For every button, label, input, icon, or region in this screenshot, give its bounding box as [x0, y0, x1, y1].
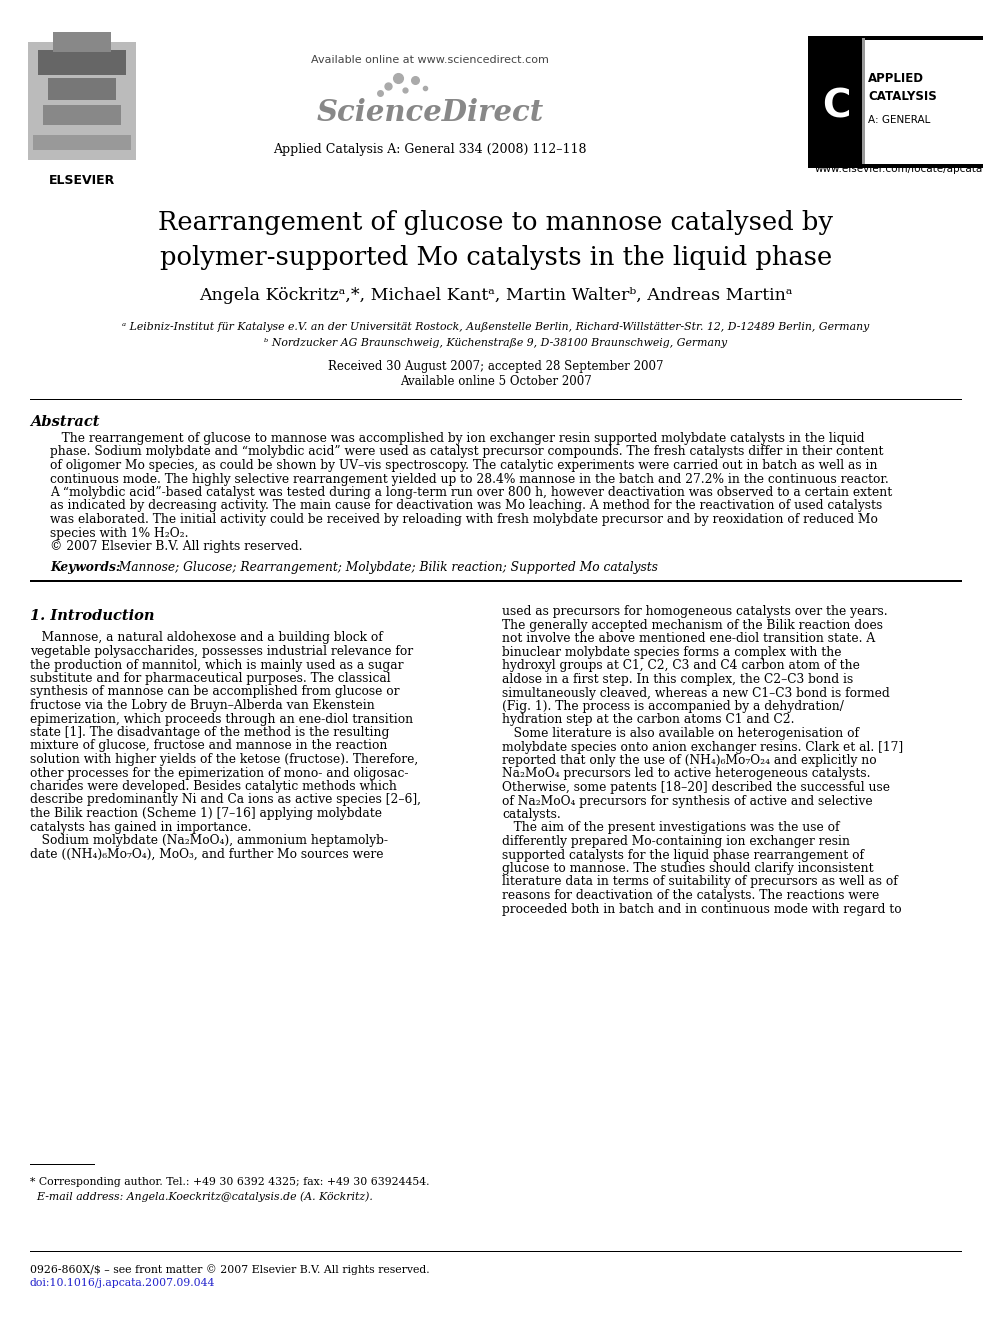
Text: ELSEVIER: ELSEVIER	[49, 175, 115, 187]
Text: ScienceDirect: ScienceDirect	[316, 98, 544, 127]
Text: catalysts.: catalysts.	[502, 808, 560, 822]
Text: differently prepared Mo-containing ion exchanger resin: differently prepared Mo-containing ion e…	[502, 835, 850, 848]
Text: Available online at www.sciencedirect.com: Available online at www.sciencedirect.co…	[311, 56, 549, 65]
Text: state [1]. The disadvantage of the method is the resulting: state [1]. The disadvantage of the metho…	[30, 726, 390, 740]
Text: fructose via the Lobry de Bruyn–Alberda van Ekenstein: fructose via the Lobry de Bruyn–Alberda …	[30, 699, 375, 712]
Text: binuclear molybdate species forms a complex with the: binuclear molybdate species forms a comp…	[502, 646, 841, 659]
Text: A: GENERAL: A: GENERAL	[868, 115, 930, 124]
Text: hydroxyl groups at C1, C2, C3 and C4 carbon atom of the: hydroxyl groups at C1, C2, C3 and C4 car…	[502, 659, 860, 672]
Text: (Fig. 1). The process is accompanied by a dehydration/: (Fig. 1). The process is accompanied by …	[502, 700, 844, 713]
Text: synthesis of mannose can be accomplished from glucose or: synthesis of mannose can be accomplished…	[30, 685, 400, 699]
Text: continuous mode. The highly selective rearrangement yielded up to 28.4% mannose : continuous mode. The highly selective re…	[50, 472, 889, 486]
Text: as indicated by decreasing activity. The main cause for deactivation was Mo leac: as indicated by decreasing activity. The…	[50, 500, 882, 512]
Text: APPLIED: APPLIED	[868, 71, 924, 85]
Text: solution with higher yields of the ketose (fructose). Therefore,: solution with higher yields of the ketos…	[30, 753, 419, 766]
Text: 1. Introduction: 1. Introduction	[30, 610, 155, 623]
Text: Mannose; Glucose; Rearrangement; Molybdate; Bilik reaction; Supported Mo catalys: Mannose; Glucose; Rearrangement; Molybda…	[111, 561, 658, 574]
Text: * Corresponding author. Tel.: +49 30 6392 4325; fax: +49 30 63924454.: * Corresponding author. Tel.: +49 30 639…	[30, 1177, 430, 1187]
Text: used as precursors for homogeneous catalysts over the years.: used as precursors for homogeneous catal…	[502, 606, 888, 618]
Text: describe predominantly Ni and Ca ions as active species [2–6],: describe predominantly Ni and Ca ions as…	[30, 794, 421, 807]
Text: www.elsevier.com/locate/apcata: www.elsevier.com/locate/apcata	[814, 164, 983, 175]
Text: Some literature is also available on heterogenisation of: Some literature is also available on het…	[502, 728, 859, 740]
Text: reasons for deactivation of the catalysts. The reactions were: reasons for deactivation of the catalyst…	[502, 889, 879, 902]
Text: C: C	[821, 87, 850, 124]
Text: Na₂MoO₄ precursors led to active heterogeneous catalysts.: Na₂MoO₄ precursors led to active heterog…	[502, 767, 871, 781]
Text: ᵃ Leibniz-Institut für Katalyse e.V. an der Universität Rostock, Außenstelle Ber: ᵃ Leibniz-Institut für Katalyse e.V. an …	[122, 321, 870, 332]
Bar	[48, 78, 116, 101]
Text: other processes for the epimerization of mono- and oligosac-: other processes for the epimerization of…	[30, 766, 409, 779]
Text: molybdate species onto anion exchanger resins. Clark et al. [17]: molybdate species onto anion exchanger r…	[502, 741, 903, 754]
Bar	[53, 32, 111, 52]
Text: Keywords:: Keywords:	[50, 561, 120, 574]
Text: the production of mannitol, which is mainly used as a sugar: the production of mannitol, which is mai…	[30, 659, 404, 672]
Text: 0926-860X/$ – see front matter © 2007 Elsevier B.V. All rights reserved.: 0926-860X/$ – see front matter © 2007 El…	[30, 1263, 430, 1275]
Text: date ((NH₄)₆Mo₇O₄), MoO₃, and further Mo sources were: date ((NH₄)₆Mo₇O₄), MoO₃, and further Mo…	[30, 848, 384, 860]
Text: Available online 5 October 2007: Available online 5 October 2007	[400, 374, 592, 388]
Text: The rearrangement of glucose to mannose was accomplished by ion exchanger resin : The rearrangement of glucose to mannose …	[50, 433, 864, 445]
Text: vegetable polysaccharides, possesses industrial relevance for: vegetable polysaccharides, possesses ind…	[30, 646, 413, 658]
Text: not involve the above mentioned ene-diol transition state. A: not involve the above mentioned ene-diol…	[502, 632, 875, 646]
Bar	[862, 38, 865, 164]
Text: epimerization, which proceeds through an ene-diol transition: epimerization, which proceeds through an…	[30, 713, 413, 725]
Text: mixture of glucose, fructose and mannose in the reaction: mixture of glucose, fructose and mannose…	[30, 740, 387, 753]
Bar	[808, 164, 983, 168]
Text: hydration step at the carbon atoms C1 and C2.: hydration step at the carbon atoms C1 an…	[502, 713, 795, 726]
Text: substitute and for pharmaceutical purposes. The classical: substitute and for pharmaceutical purpos…	[30, 672, 391, 685]
Text: Sodium molybdate (Na₂MoO₄), ammonium heptamolyb-: Sodium molybdate (Na₂MoO₄), ammonium hep…	[30, 833, 388, 847]
Text: aldose in a first step. In this complex, the C2–C3 bond is: aldose in a first step. In this complex,…	[502, 673, 853, 687]
Text: doi:10.1016/j.apcata.2007.09.044: doi:10.1016/j.apcata.2007.09.044	[30, 1278, 215, 1289]
Text: Angela Köckritzᵃ,*, Michael Kantᵃ, Martin Walterᵇ, Andreas Martinᵃ: Angela Köckritzᵃ,*, Michael Kantᵃ, Marti…	[199, 287, 793, 304]
Text: Applied Catalysis A: General 334 (2008) 112–118: Applied Catalysis A: General 334 (2008) …	[273, 143, 586, 156]
Text: of oligomer Mo species, as could be shown by UV–vis spectroscopy. The catalytic : of oligomer Mo species, as could be show…	[50, 459, 878, 472]
Text: phase. Sodium molybdate and “molybdic acid” were used as catalyst precursor comp: phase. Sodium molybdate and “molybdic ac…	[50, 446, 884, 459]
Bar	[30, 579, 962, 582]
Text: Abstract: Abstract	[30, 415, 99, 429]
Text: Received 30 August 2007; accepted 28 September 2007: Received 30 August 2007; accepted 28 Sep…	[328, 360, 664, 373]
Text: Otherwise, some patents [18–20] described the successful use: Otherwise, some patents [18–20] describe…	[502, 781, 890, 794]
Bar	[28, 42, 136, 160]
Bar	[43, 105, 121, 124]
Text: charides were developed. Besides catalytic methods which: charides were developed. Besides catalyt…	[30, 781, 397, 792]
Text: E-mail address: Angela.Koeckritz@catalysis.de (A. Köckritz).: E-mail address: Angela.Koeckritz@catalys…	[30, 1191, 373, 1201]
Bar	[30, 398, 962, 400]
Text: was elaborated. The initial activity could be received by reloading with fresh m: was elaborated. The initial activity cou…	[50, 513, 878, 527]
Text: catalysts has gained in importance.: catalysts has gained in importance.	[30, 820, 252, 833]
Text: CATALYSIS: CATALYSIS	[868, 90, 936, 103]
Text: The generally accepted mechanism of the Bilik reaction does: The generally accepted mechanism of the …	[502, 619, 883, 632]
Bar	[33, 135, 131, 149]
Bar	[808, 36, 983, 40]
Text: A “molybdic acid”-based catalyst was tested during a long-term run over 800 h, h: A “molybdic acid”-based catalyst was tes…	[50, 486, 892, 499]
Text: literature data in terms of suitability of precursors as well as of: literature data in terms of suitability …	[502, 876, 898, 889]
Bar	[808, 38, 865, 164]
Text: The aim of the present investigations was the use of: The aim of the present investigations wa…	[502, 822, 839, 835]
Text: Mannose, a natural aldohexose and a building block of: Mannose, a natural aldohexose and a buil…	[30, 631, 383, 644]
Text: simultaneously cleaved, whereas a new C1–C3 bond is formed: simultaneously cleaved, whereas a new C1…	[502, 687, 890, 700]
Text: proceeded both in batch and in continuous mode with regard to: proceeded both in batch and in continuou…	[502, 902, 902, 916]
Text: ᵇ Nordzucker AG Braunschweig, Küchenstraße 9, D-38100 Braunschweig, Germany: ᵇ Nordzucker AG Braunschweig, Küchenstra…	[265, 337, 727, 348]
Text: the Bilik reaction (Scheme 1) [7–16] applying molybdate: the Bilik reaction (Scheme 1) [7–16] app…	[30, 807, 382, 820]
Text: Rearrangement of glucose to mannose catalysed by
polymer-supported Mo catalysts : Rearrangement of glucose to mannose cata…	[159, 210, 833, 270]
Text: supported catalysts for the liquid phase rearrangement of: supported catalysts for the liquid phase…	[502, 848, 864, 861]
Text: species with 1% H₂O₂.: species with 1% H₂O₂.	[50, 527, 188, 540]
Text: of Na₂MoO₄ precursors for synthesis of active and selective: of Na₂MoO₄ precursors for synthesis of a…	[502, 795, 873, 807]
Text: glucose to mannose. The studies should clarify inconsistent: glucose to mannose. The studies should c…	[502, 863, 874, 875]
Text: © 2007 Elsevier B.V. All rights reserved.: © 2007 Elsevier B.V. All rights reserved…	[50, 540, 303, 553]
Text: reported that only the use of (NH₄)₆Mo₇O₂₄ and explicitly no: reported that only the use of (NH₄)₆Mo₇O…	[502, 754, 877, 767]
Bar	[38, 50, 126, 75]
